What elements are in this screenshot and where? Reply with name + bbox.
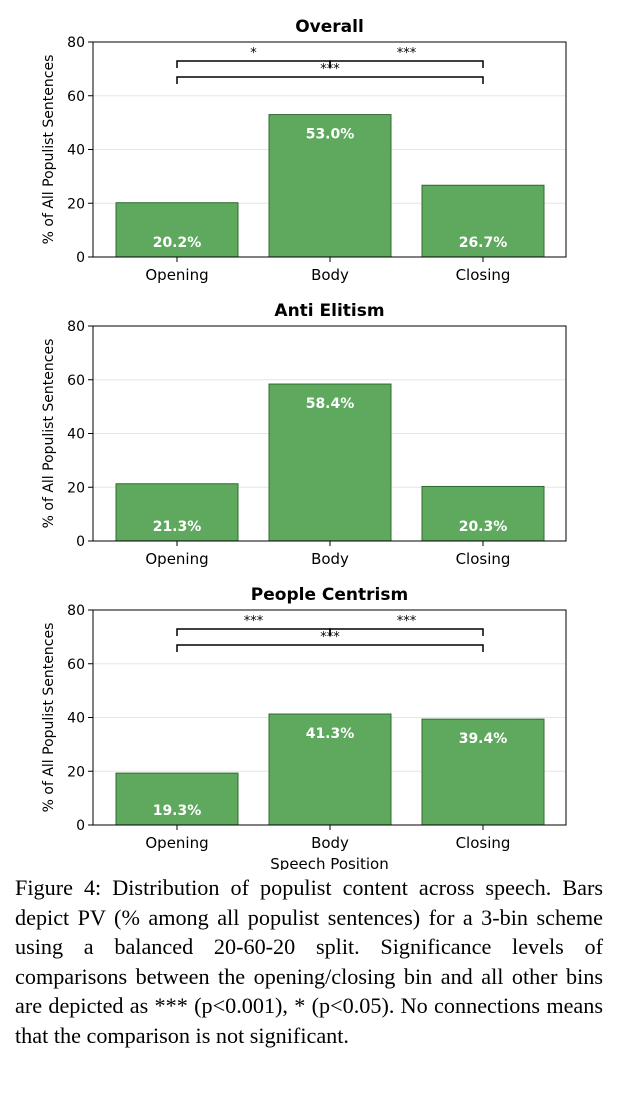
y-tick-label: 80 bbox=[67, 35, 85, 51]
chart-title: People Centrism bbox=[251, 585, 408, 605]
bar bbox=[421, 184, 545, 258]
chart-title: Overall bbox=[295, 17, 364, 37]
y-tick-label: 20 bbox=[67, 764, 85, 780]
significance-label: * bbox=[250, 46, 257, 61]
x-tick-label: Body bbox=[311, 550, 349, 568]
y-axis-label: % of All Populist Sentences bbox=[41, 623, 57, 813]
significance-label: *** bbox=[244, 614, 264, 629]
y-tick-label: 0 bbox=[76, 250, 85, 266]
y-tick-label: 40 bbox=[67, 427, 85, 443]
x-axis-label: Speech Position bbox=[270, 855, 388, 870]
chart-panel: 21.3% 58.4% 20.3% 0 20 40 60 80 Opening Body Closi… bbox=[41, 301, 567, 568]
x-tick-label: Opening bbox=[145, 834, 208, 852]
bar-value-label: 53.0% bbox=[306, 127, 355, 143]
x-tick-label: Closing bbox=[456, 550, 511, 568]
significance-label: *** bbox=[397, 614, 417, 629]
x-tick-label: Closing bbox=[456, 834, 511, 852]
bar-value-label: 21.3% bbox=[153, 519, 202, 535]
x-tick-label: Body bbox=[311, 834, 349, 852]
x-tick-label: Body bbox=[311, 266, 349, 284]
figure-charts: 20.2% 53.0% 26.7% 0 20 40 60 80 Opening Body Closi… bbox=[41, 17, 567, 870]
bar-value-label: 26.7% bbox=[459, 235, 508, 251]
bar bbox=[115, 772, 239, 826]
bar bbox=[115, 483, 239, 542]
significance-bracket bbox=[176, 644, 484, 652]
bar bbox=[115, 202, 239, 258]
chart-title: Anti Elitism bbox=[274, 301, 384, 321]
significance-bracket bbox=[176, 76, 484, 84]
bar-value-label: 58.4% bbox=[306, 396, 355, 412]
bar-value-label: 20.2% bbox=[153, 235, 202, 251]
figure-caption: Figure 4: Distribution of populist conte… bbox=[15, 875, 603, 1048]
significance-label: *** bbox=[397, 46, 417, 61]
y-tick-label: 20 bbox=[67, 196, 85, 212]
y-tick-label: 80 bbox=[67, 319, 85, 335]
bar-value-label: 19.3% bbox=[153, 803, 202, 819]
significance-bracket bbox=[329, 628, 484, 636]
y-tick-label: 0 bbox=[76, 534, 85, 550]
bar-value-label: 39.4% bbox=[459, 731, 508, 747]
significance-bracket bbox=[329, 60, 484, 68]
x-tick-label: Opening bbox=[145, 550, 208, 568]
significance-label: *** bbox=[320, 62, 340, 77]
y-tick-label: 60 bbox=[67, 373, 85, 389]
chart-panel: 19.3% 41.3% 39.4% 0 20 40 60 80 Opening Body Closi… bbox=[41, 585, 567, 870]
y-tick-label: 40 bbox=[67, 711, 85, 727]
bar bbox=[421, 718, 545, 826]
y-tick-label: 20 bbox=[67, 480, 85, 496]
significance-bracket bbox=[176, 628, 331, 636]
bar bbox=[268, 383, 392, 542]
bar-value-label: 20.3% bbox=[459, 519, 508, 535]
significance-bracket bbox=[176, 60, 331, 68]
y-tick-label: 40 bbox=[67, 143, 85, 159]
y-axis-label: % of All Populist Sentences bbox=[41, 339, 57, 529]
y-axis-label: % of All Populist Sentences bbox=[41, 55, 57, 245]
bar bbox=[268, 713, 392, 826]
bar-value-label: 41.3% bbox=[306, 726, 355, 742]
y-tick-label: 60 bbox=[67, 89, 85, 105]
significance-label: *** bbox=[320, 630, 340, 645]
y-tick-label: 60 bbox=[67, 657, 85, 673]
x-tick-label: Opening bbox=[145, 266, 208, 284]
y-tick-label: 80 bbox=[67, 603, 85, 619]
chart-panel: 20.2% 53.0% 26.7% 0 20 40 60 80 Opening Body Closi… bbox=[41, 17, 567, 284]
y-tick-label: 0 bbox=[76, 818, 85, 834]
x-tick-label: Closing bbox=[456, 266, 511, 284]
